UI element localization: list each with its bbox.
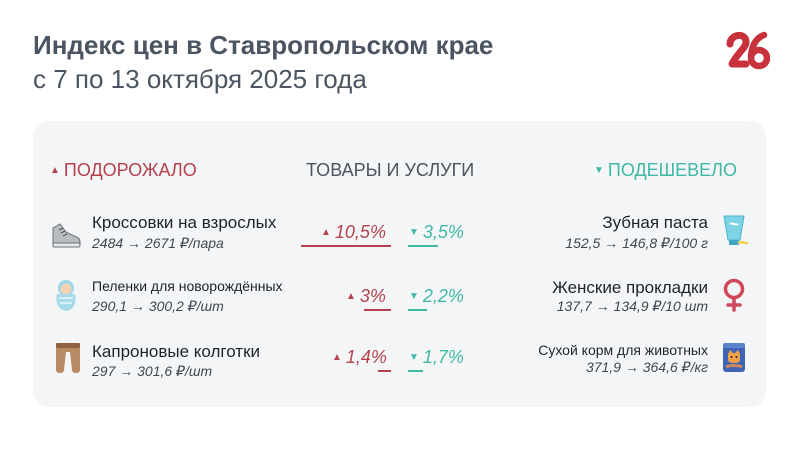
triangle-up-icon: ▲ xyxy=(321,227,331,238)
triangle-down-icon: ▼ xyxy=(594,165,604,176)
pet-food-icon xyxy=(723,343,745,372)
item-price: 152,5 → 146,8 ₽/100 г xyxy=(565,235,708,251)
page-title: Индекс цен в Ставропольском крае xyxy=(33,30,494,60)
triangle-down-icon: ▼ xyxy=(409,352,419,363)
column-header-goods: ТОВАРЫ И УСЛУГИ xyxy=(306,160,475,180)
increase-bar xyxy=(364,309,391,311)
logo-26-icon xyxy=(726,31,770,70)
price-index-card xyxy=(33,121,766,407)
item-name: Кроссовки на взрослых xyxy=(92,213,277,232)
column-header-up: ▲ ПОДОРОЖАЛО xyxy=(50,160,197,180)
item-price: 290,1 → 300,2 ₽/шт xyxy=(92,298,224,314)
decrease-bar xyxy=(408,309,427,311)
swaddled-baby-icon xyxy=(56,280,76,311)
tights-icon xyxy=(56,343,80,373)
item-name: Женские прокладки xyxy=(552,278,708,297)
triangle-down-icon: ▼ xyxy=(409,227,419,238)
increase-bar xyxy=(378,370,391,372)
item-name: Капроновые колготки xyxy=(92,342,260,361)
female-symbol-icon xyxy=(723,278,745,312)
decrease-percent: ▼ 2,2% xyxy=(409,286,464,306)
decrease-bar xyxy=(408,245,438,247)
item-price: 297 → 301,6 ₽/шт xyxy=(92,363,213,379)
increase-percent: ▲ 1,4% xyxy=(332,347,387,367)
decrease-percent: ▼ 1,7% xyxy=(409,347,464,367)
triangle-up-icon: ▲ xyxy=(50,165,60,176)
item-name: Зубная паста xyxy=(602,213,708,232)
decrease-percent: ▼ 3,5% xyxy=(409,222,464,242)
toothpaste-icon xyxy=(723,215,749,245)
triangle-up-icon: ▲ xyxy=(346,291,356,302)
increase-bar xyxy=(301,245,391,247)
item-price: 2484 → 2671 ₽/пара xyxy=(92,235,224,251)
increase-percent: ▲ 10,5% xyxy=(321,222,386,242)
triangle-down-icon: ▼ xyxy=(409,291,419,302)
decrease-bar xyxy=(408,370,423,372)
increase-percent: ▲ 3% xyxy=(346,286,386,306)
item-name: Пеленки для новорождённых xyxy=(92,278,283,294)
item-price: 371,9 → 364,6 ₽/кг xyxy=(585,359,708,375)
page-subtitle: с 7 по 13 октября 2025 года xyxy=(33,64,367,94)
triangle-up-icon: ▲ xyxy=(332,352,342,363)
item-price: 137,7 → 134,9 ₽/10 шт xyxy=(556,298,708,314)
item-name: Сухой корм для животных xyxy=(538,342,708,358)
sneaker-icon xyxy=(52,223,81,248)
column-header-down: ▼ ПОДЕШЕВЕЛО xyxy=(594,160,737,180)
